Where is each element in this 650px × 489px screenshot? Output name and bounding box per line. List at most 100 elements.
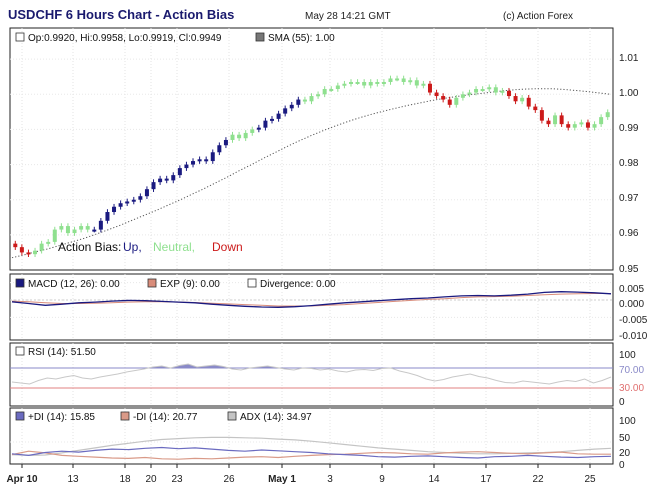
- candle-body: [395, 78, 400, 81]
- candle-body: [210, 152, 215, 162]
- candle-body: [401, 78, 406, 82]
- x-tick-label: 9: [379, 474, 385, 485]
- x-tick-label: 3: [327, 474, 333, 485]
- candle-body: [454, 97, 459, 105]
- candle-body: [520, 97, 525, 102]
- candle-body: [256, 127, 261, 130]
- candle-body: [230, 134, 235, 140]
- candle-body: [223, 139, 228, 146]
- bias-legend-up: Up,: [123, 240, 142, 254]
- rsi-overbought-fill: [12, 364, 611, 368]
- x-tick-label: 20: [145, 474, 157, 485]
- candle-body: [408, 80, 413, 83]
- price-tick-label: 0.95: [619, 264, 639, 275]
- x-tick-label: 18: [119, 474, 131, 485]
- x-tick-label: 22: [532, 474, 544, 485]
- candle-body: [526, 97, 531, 107]
- candle-body: [118, 203, 123, 207]
- x-axis: Apr 10 13 18 20 23 26 May 1 3 9 14 17 22 25: [6, 464, 596, 485]
- candle-body: [553, 115, 558, 125]
- chart-title: USDCHF 6 Hours Chart - Action Bias: [8, 7, 234, 22]
- candle-body: [283, 108, 288, 114]
- macd-tick-label: 0.005: [619, 284, 644, 295]
- dmi-lines: [11, 436, 612, 460]
- candle-body: [585, 122, 590, 128]
- x-tick-label: 25: [584, 474, 596, 485]
- candle-body: [414, 80, 419, 86]
- candle-body: [158, 178, 163, 183]
- candle-body: [92, 229, 97, 232]
- diplus-legend: +DI (14): 15.85: [28, 412, 95, 423]
- diplus-legend-swatch: [15, 411, 25, 421]
- candle-body: [52, 229, 57, 242]
- sma-legend: SMA (55): 1.00: [268, 33, 335, 44]
- macd-lines: [10, 291, 613, 308]
- candle-body: [441, 96, 446, 100]
- candle-body: [474, 89, 479, 93]
- chart-timestamp: May 28 14:21 GMT: [305, 11, 391, 22]
- candle-body: [302, 99, 307, 102]
- candle-body: [164, 178, 169, 181]
- diminus-line: [11, 450, 611, 460]
- candle-body: [500, 90, 505, 93]
- candle-body: [447, 99, 452, 105]
- candle-body: [546, 120, 551, 125]
- candle-body: [513, 96, 518, 102]
- candle-body: [85, 226, 90, 230]
- macd-line: [11, 291, 612, 308]
- price-panel: [9, 27, 614, 271]
- price-tick-label: 1.00: [619, 88, 639, 99]
- candle-body: [605, 112, 610, 118]
- macd-legend-swatch: [15, 278, 25, 288]
- price-y-axis: 1.01 1.00 0.99 0.98 0.97 0.96 0.95: [619, 53, 639, 275]
- diminus-legend-swatch: [120, 411, 130, 421]
- candle-body: [467, 92, 472, 95]
- candle-body: [243, 132, 248, 139]
- candle-body: [171, 175, 176, 181]
- ohlc-legend: Op:0.9920, Hi:0.9958, Lo:0.9919, Cl:0.99…: [28, 33, 222, 44]
- candle-body: [533, 106, 538, 111]
- candle-body: [250, 129, 255, 133]
- candle-body: [184, 164, 189, 169]
- chart-copyright: (c) Action Forex: [503, 11, 573, 22]
- candle-body: [131, 199, 136, 202]
- x-tick-label: Apr 10: [6, 474, 38, 485]
- candle-series: [13, 75, 610, 257]
- candle-body: [506, 90, 511, 97]
- candle-body: [355, 81, 360, 84]
- candle-body: [559, 115, 564, 125]
- adx-legend: ADX (14): 34.97: [240, 412, 312, 423]
- candle-body: [138, 196, 143, 200]
- candle-body: [316, 94, 321, 97]
- rsi-y-axis: 100 70.00 30.00 0: [619, 350, 644, 408]
- candle-body: [368, 81, 373, 86]
- candle-body: [217, 145, 222, 153]
- candle-body: [348, 81, 353, 84]
- macd-y-axis: 0.005 0.000 -0.005 -0.010: [619, 284, 648, 342]
- candle-body: [19, 247, 24, 253]
- macd-tick-label: -0.010: [619, 331, 648, 342]
- candle-body: [592, 124, 597, 128]
- candle-body: [296, 99, 301, 105]
- x-tick-label: 14: [428, 474, 440, 485]
- candle-body: [237, 134, 242, 139]
- macd-panel: [9, 273, 614, 341]
- ohlc-legend-swatch: [15, 32, 25, 42]
- rsi-tick-label: 70.00: [619, 365, 644, 376]
- candle-body: [72, 229, 77, 234]
- candle-body: [388, 78, 393, 82]
- candle-body: [26, 252, 31, 255]
- x-tick-label: 17: [480, 474, 492, 485]
- price-tick-label: 0.97: [619, 193, 639, 204]
- rsi-panel: [9, 342, 614, 407]
- candle-body: [539, 110, 544, 121]
- candle-body: [335, 85, 340, 90]
- candle-body: [381, 81, 386, 84]
- candle-body: [427, 83, 432, 93]
- rsi-area: [10, 363, 613, 389]
- candle-body: [289, 104, 294, 109]
- x-tick-label: 23: [171, 474, 183, 485]
- bias-legend-neutral: Neutral,: [153, 240, 195, 254]
- macd-tick-label: -0.005: [619, 315, 648, 326]
